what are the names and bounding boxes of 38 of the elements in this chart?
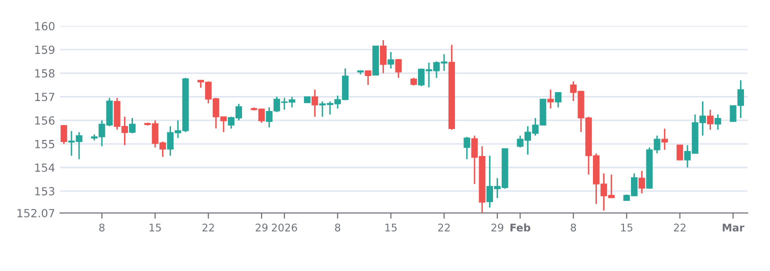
y-tick-label: 160: [35, 22, 54, 30]
candlestick: [554, 91, 562, 108]
x-tick-label: 29: [491, 224, 504, 232]
x-tick-label: 15: [621, 224, 632, 232]
x-tick-label: 22: [438, 224, 450, 232]
candlestick: [129, 117, 136, 134]
candlestick: [388, 51, 394, 70]
y-tick-label: 153: [35, 187, 54, 196]
candlestick: [395, 58, 402, 79]
x-tick-label: 8: [335, 224, 340, 232]
x-tick-label: 22: [674, 224, 686, 232]
y-tick-label: 152.07: [18, 208, 54, 218]
x-tick-label: 2026: [272, 224, 298, 232]
candlestick: [707, 109, 714, 130]
candlestick: [547, 88, 554, 110]
candlestick: [380, 39, 387, 74]
candlestick: [638, 170, 646, 194]
y-tick-label: 154: [35, 164, 55, 172]
candlestick: [60, 124, 68, 145]
candlestick: [464, 136, 470, 160]
y-tick-label: 155: [35, 140, 54, 148]
x-tick-label: 22: [202, 224, 214, 232]
y-tick-label: 158: [35, 69, 54, 78]
x-tick-label: 8: [570, 224, 576, 232]
x-tick-label: Mar: [722, 224, 744, 232]
candlestick: [364, 70, 372, 86]
candlestick: [714, 114, 722, 130]
x-tick-label: Feb: [510, 223, 530, 232]
x-tick-label: 15: [385, 224, 397, 232]
candlestick: [312, 88, 318, 118]
y-tick-label: 157: [35, 92, 54, 102]
x-tick-label: 29: [256, 224, 268, 232]
candlestick: [676, 144, 684, 162]
y-tick-label: 159: [35, 46, 54, 54]
y-tick-label: 156: [35, 116, 54, 125]
x-tick-label: 15: [150, 224, 161, 232]
candlestick: [661, 128, 668, 151]
x-tick-label: 8: [99, 224, 104, 232]
